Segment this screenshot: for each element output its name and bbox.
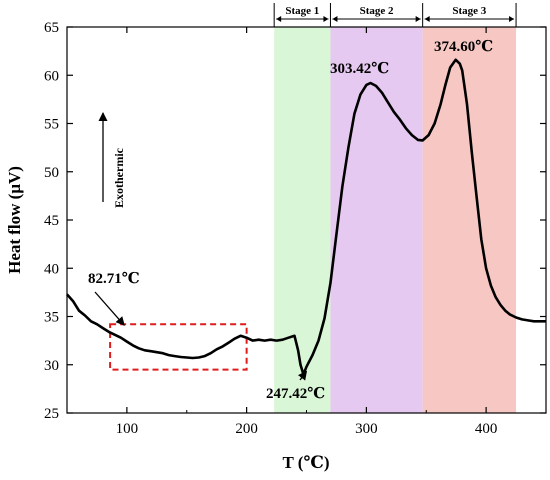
annotation-arrow-247-42 xyxy=(297,370,308,381)
y-tick-label-55: 55 xyxy=(44,117,59,133)
x-axis-title: T (℃) xyxy=(283,453,330,472)
stage-label-2: Stage 2 xyxy=(360,5,394,17)
stage-arrowhead-left-2 xyxy=(332,16,338,22)
y-tick-label-40: 40 xyxy=(44,261,59,277)
y-tick-label-65: 65 xyxy=(44,20,59,36)
exothermic-label: Exothermic xyxy=(112,147,126,208)
x-tick-label-300: 300 xyxy=(355,421,378,437)
y-tick-label-45: 45 xyxy=(44,213,59,229)
highlight-box xyxy=(109,323,248,371)
stage-band-3 xyxy=(422,27,517,413)
y-tick-label-50: 50 xyxy=(44,165,59,181)
axis-ticks xyxy=(66,26,547,414)
x-tick-label-400: 400 xyxy=(475,421,498,437)
stage-arrowhead-right-1 xyxy=(323,16,329,22)
y-axis-title: Heat flow (μV) xyxy=(5,166,24,274)
stage-label-3: Stage 3 xyxy=(452,5,486,17)
axis-tick-labels: 100 200 300 400 25 30 35 40 45 50 55 60 65 xyxy=(44,20,497,437)
stage-label-1: Stage 1 xyxy=(285,5,319,17)
y-tick-label-25: 25 xyxy=(44,406,59,422)
stage-band-2 xyxy=(330,27,423,413)
series-line xyxy=(66,58,546,376)
y-tick-label-60: 60 xyxy=(44,68,59,84)
stage-arrowhead-left-1 xyxy=(276,16,282,22)
stage-arrowhead-right-3 xyxy=(509,16,515,22)
stage-arrowhead-right-2 xyxy=(415,16,421,22)
annotation-arrow-82-71 xyxy=(94,291,125,326)
x-tick-label-100: 100 xyxy=(116,421,139,437)
stage-bands xyxy=(274,27,517,413)
y-tick-label-30: 30 xyxy=(44,358,59,374)
annotation-303-42: 303.42℃ xyxy=(330,61,389,77)
stage-band-1 xyxy=(274,27,331,413)
y-tick-label-35: 35 xyxy=(44,310,59,326)
stage-arrowhead-left-3 xyxy=(424,16,430,22)
annotation-374-60: 374.60℃ xyxy=(434,39,493,55)
stage-headers: Stage 1 Stage 2 Stage 3 xyxy=(273,3,517,27)
annotation-82-71: 82.71℃ xyxy=(88,271,140,287)
x-tick-label-200: 200 xyxy=(235,421,258,437)
annotation-247-42: 247.42℃ xyxy=(266,386,325,402)
